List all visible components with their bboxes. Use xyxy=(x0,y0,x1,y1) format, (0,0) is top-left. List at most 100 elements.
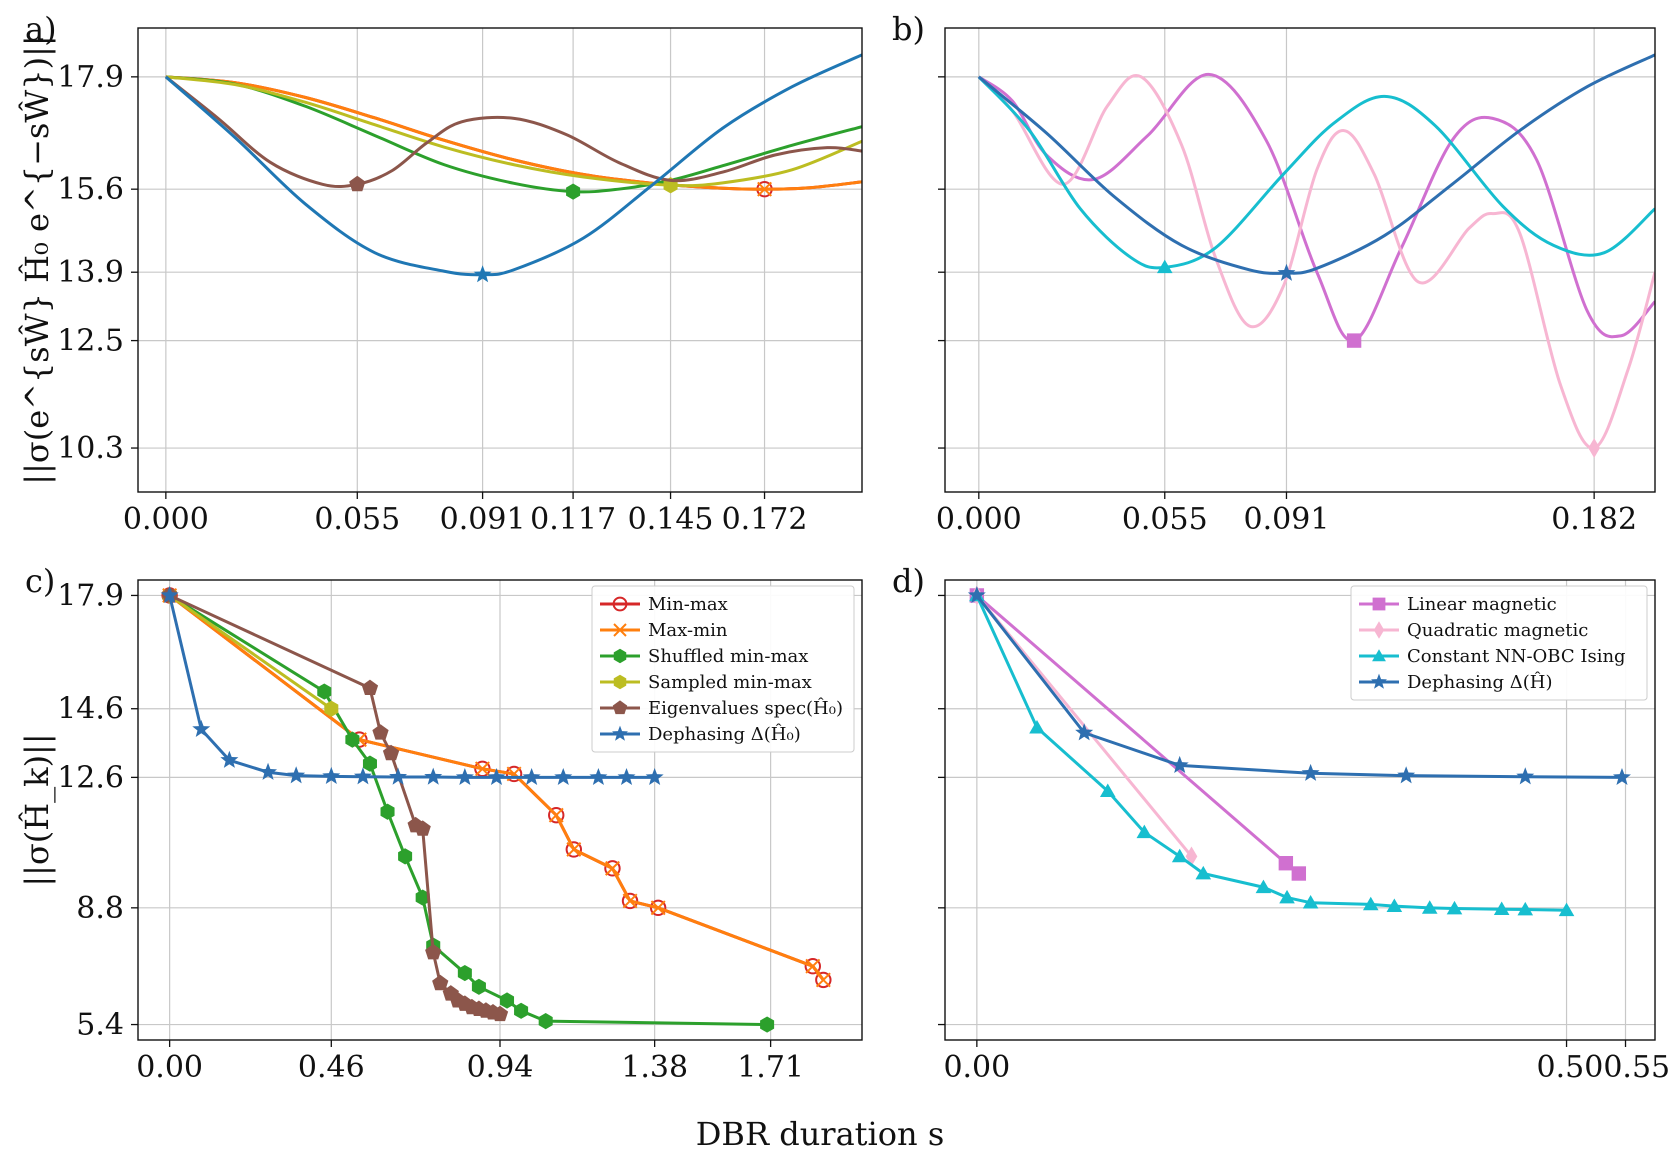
panel-c-series-1-point xyxy=(566,842,582,857)
panel-a-x-tick-label: 0.117 xyxy=(530,502,616,537)
panel-c-legend-label: Sampled min-max xyxy=(648,672,812,693)
panel-c-x-tick-label: 1.38 xyxy=(621,1050,688,1085)
panel-a-plot-area xyxy=(164,53,862,283)
panel-c-series-5-point xyxy=(353,767,372,785)
panel-c-series-1-point xyxy=(622,893,638,909)
panel-b-series-0-optimum xyxy=(1346,333,1362,348)
panel-c-legend-label: Shuffled min-max xyxy=(648,646,808,667)
panel-c-series-5-point xyxy=(160,586,179,604)
panel-a: a) 0.000 0.055 0.091 0.117 0.145 0.172 17.9 15.6… xyxy=(18,10,863,537)
panel-c-series-0-point xyxy=(804,957,821,975)
panel-c-x-tick-label: 0.46 xyxy=(298,1050,365,1085)
panel-b-series-0-line xyxy=(977,72,1655,343)
panel-d-x-tick-label: 0.500.55 xyxy=(1537,1050,1671,1085)
panel-a-series-2-line xyxy=(165,75,862,194)
panel-c-series-2-point xyxy=(380,803,395,820)
panel-c-x-tick-label: 1.71 xyxy=(737,1050,804,1085)
panel-c-series-5-point xyxy=(645,767,664,786)
panel-c-series-0-point xyxy=(815,971,832,989)
panel-c-series-1-point xyxy=(650,900,666,916)
panel-a-x-tick-label: 0.172 xyxy=(722,502,808,537)
panel-c-series-4-line xyxy=(169,594,501,1016)
panel-c-series-5-point xyxy=(617,767,636,786)
panel-c-series-3-line xyxy=(168,594,333,710)
panel-b-series-2-optimum xyxy=(1156,259,1173,274)
panel-c-series-2-point xyxy=(760,1016,775,1033)
panel-c-legend-label: Eigenvalues spec(Ĥ₀) xyxy=(648,696,843,719)
panel-c-series-0-point xyxy=(604,860,621,877)
panel-c-series-2-point xyxy=(415,889,430,906)
panel-c-y-tick-label: 5.4 xyxy=(76,1008,124,1043)
panel-c-legend: Min-max Max-min Shuffled min-max Sampled mi… xyxy=(591,585,855,753)
panel-d-series-2-point xyxy=(1558,902,1575,917)
panel-b-plot-area xyxy=(977,53,1655,458)
panel-c-series-5-point xyxy=(487,767,506,786)
panel-c-series-1-point xyxy=(474,761,490,777)
panel-c-x-tick-label: 0.94 xyxy=(467,1050,534,1085)
panel-c-series-1-point xyxy=(605,860,620,876)
panel-a-x-tick-label: 0.000 xyxy=(123,502,209,537)
panel-c-series-4-point xyxy=(491,1005,509,1022)
panel-c-legend-marker xyxy=(613,674,627,690)
panel-c-legend-label: Min-max xyxy=(648,594,728,615)
panel-a-y-axis-label: ||σ(e^{sŴ} Ĥ₀ e^{−sŴ})|| xyxy=(18,35,56,484)
panel-c-series-5-point xyxy=(424,767,443,785)
panel-d-series-3-point xyxy=(1612,767,1631,786)
panel-a-y-tick-label: 17.9 xyxy=(57,60,124,95)
panel-b-series-3-line xyxy=(977,53,1655,275)
panel-c-series-2-point xyxy=(500,992,515,1009)
panel-a-label: a) xyxy=(25,10,57,48)
panel-c-legend-marker xyxy=(613,648,627,664)
panel-c-series-2-point xyxy=(345,731,360,748)
panel-c-legend-marker xyxy=(612,725,628,741)
panel-c-series-5-point xyxy=(554,767,573,786)
panel-d-series-2-point xyxy=(1099,783,1116,797)
panel-c-series-2-point xyxy=(514,1002,529,1019)
panel-d-label: d) xyxy=(892,562,925,600)
panel-d-legend-marker xyxy=(1372,597,1386,611)
panel-a-series-4-optimum xyxy=(349,175,366,192)
panel-d-series-2-point xyxy=(1195,865,1212,880)
panel-c-plot-area xyxy=(160,586,832,1033)
panel-c-y-axis-label: ||σ(Ĥ_k)|| xyxy=(18,733,56,886)
panel-b-series-1-optimum xyxy=(1588,438,1600,458)
panel-c-series-1-point xyxy=(815,972,831,988)
panel-c-series-0-point xyxy=(565,841,583,858)
panel-c-legend-box xyxy=(591,585,855,753)
panel-d-series-3-point xyxy=(1397,766,1416,784)
panel-a-series-4-line xyxy=(164,75,862,189)
panel-c-y-tick-label: 17.9 xyxy=(57,578,124,613)
panel-c-legend-label: Dephasing Δ(Ĥ₀) xyxy=(648,722,801,745)
panel-b-x-tick-label: 0.182 xyxy=(1551,502,1637,537)
panel-c-label: c) xyxy=(25,562,55,600)
panel-d-x-tick-label: 0.00 xyxy=(943,1050,1010,1085)
panel-c-series-4-point xyxy=(382,744,400,761)
panel-d-series-2-point xyxy=(1302,895,1319,909)
panel-d-series-2-point xyxy=(1136,824,1153,839)
panel-c-series-4-point xyxy=(372,724,389,740)
panel-c-series-2-point xyxy=(471,978,486,995)
panel-d-legend-marker xyxy=(1373,621,1385,639)
panel-d-series-2-point xyxy=(1255,879,1272,894)
panel-c-y-tick-label: 12.6 xyxy=(57,760,124,795)
panel-c-series-5-point xyxy=(220,750,239,768)
panel-a-x-tick-label: 0.145 xyxy=(628,502,714,537)
panel-c-series-2-point xyxy=(538,1013,553,1030)
panel-a-frame xyxy=(137,27,863,493)
panel-a-series-3-line xyxy=(165,75,862,188)
panel-d-legend-marker xyxy=(1372,649,1386,662)
panel-c-series-4-point xyxy=(432,974,449,991)
panel-c-legend-marker xyxy=(612,700,628,715)
panel-a-series-2-optimum xyxy=(566,183,581,200)
panel-a-x-tick-label: 0.091 xyxy=(440,502,526,537)
panel-d-legend: Linear magnetic Quadratic magnetic Constan… xyxy=(1350,585,1648,701)
panel-d-legend-marker xyxy=(1371,673,1387,689)
panel-b-x-tick-label: 0.091 xyxy=(1244,502,1330,537)
panel-c-series-5-point xyxy=(259,762,278,780)
panel-c-legend-marker xyxy=(613,623,627,637)
panel-d: d) 0.00 0.500.55 Linear magnetic Quadratic m… xyxy=(892,562,1670,1085)
panel-d-legend-label: Constant NN-OBC Ising xyxy=(1407,646,1626,667)
panel-d-plot-area xyxy=(967,585,1631,917)
panel-b-frame xyxy=(944,27,1656,493)
panel-d-series-0-point xyxy=(1278,856,1294,871)
